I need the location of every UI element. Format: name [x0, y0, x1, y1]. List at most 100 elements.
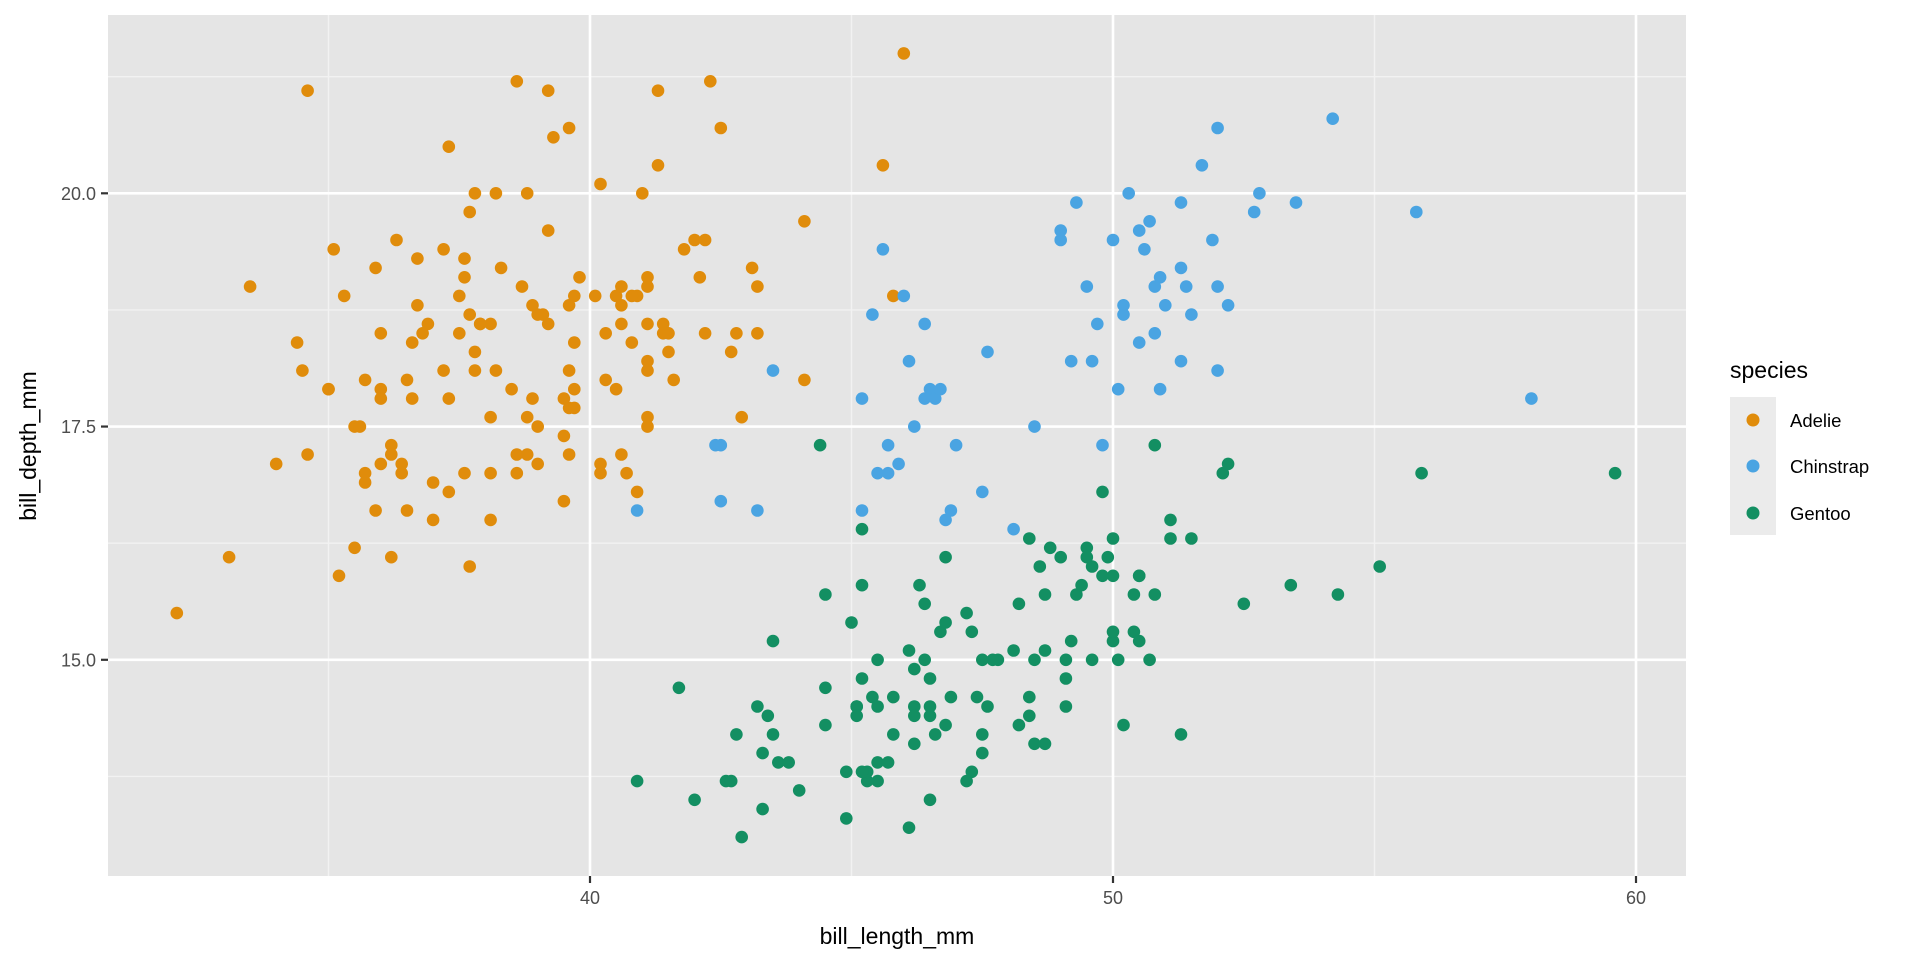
data-point	[505, 382, 518, 396]
data-point	[463, 560, 477, 573]
data-point	[1038, 644, 1052, 657]
data-point	[1059, 672, 1073, 685]
data-point	[358, 476, 372, 489]
data-point	[1075, 578, 1088, 592]
data-point	[484, 410, 497, 424]
data-point	[887, 728, 900, 741]
data-point	[468, 187, 482, 200]
data-point	[1132, 569, 1146, 583]
data-point	[405, 392, 419, 405]
data-point	[751, 700, 764, 713]
data-point	[437, 364, 450, 377]
data-point	[944, 504, 958, 517]
data-point	[698, 327, 712, 340]
x-axis-title: bill_length_mm	[820, 923, 975, 949]
data-point	[557, 392, 571, 405]
data-point	[630, 504, 644, 517]
data-point	[798, 215, 811, 228]
data-point	[484, 317, 497, 331]
data-point	[416, 327, 429, 340]
data-point	[850, 700, 863, 713]
data-point	[531, 308, 544, 321]
data-point	[1211, 280, 1224, 293]
y-tick-label: 17.5	[61, 417, 96, 437]
data-point	[751, 327, 764, 340]
series-chinstrap	[630, 112, 1538, 536]
data-point	[751, 280, 764, 293]
data-point	[369, 261, 382, 275]
data-point	[358, 373, 372, 387]
data-point	[908, 420, 921, 433]
data-point	[1132, 634, 1146, 648]
data-point	[1080, 550, 1094, 564]
data-point	[656, 317, 670, 331]
data-point	[965, 765, 979, 779]
data-point	[541, 317, 555, 331]
data-point	[730, 327, 743, 340]
data-point	[1164, 532, 1177, 545]
data-point	[1127, 588, 1141, 601]
data-point	[1111, 653, 1125, 667]
data-point	[1007, 644, 1020, 657]
data-point	[1096, 569, 1109, 583]
data-point	[1117, 718, 1130, 732]
data-point	[442, 392, 456, 405]
data-point	[1174, 728, 1188, 741]
data-point	[426, 476, 440, 489]
data-point	[855, 578, 869, 592]
data-point	[1211, 121, 1224, 135]
data-point	[902, 821, 916, 834]
data-point	[976, 485, 989, 499]
data-point	[442, 485, 456, 499]
legend-label: Adelie	[1790, 410, 1841, 431]
data-point	[1127, 625, 1141, 639]
x-tick-label: 60	[1626, 888, 1646, 908]
data-point	[442, 140, 456, 153]
data-point	[881, 756, 895, 769]
data-point	[1206, 233, 1219, 247]
data-point	[641, 317, 654, 331]
data-point	[887, 690, 900, 704]
data-point	[374, 382, 388, 396]
data-point	[609, 289, 623, 303]
data-point	[840, 765, 853, 779]
data-point	[1111, 382, 1125, 396]
data-point	[939, 616, 952, 629]
data-point	[892, 457, 905, 471]
data-point	[677, 243, 691, 256]
data-point	[913, 578, 926, 592]
data-point	[1237, 597, 1251, 611]
data-point	[641, 410, 654, 424]
data-point	[453, 289, 466, 303]
data-point	[301, 448, 314, 461]
data-point	[1331, 588, 1345, 601]
data-point	[1174, 196, 1188, 209]
data-point	[301, 84, 314, 97]
data-point	[939, 550, 952, 564]
data-point	[819, 588, 832, 601]
data-point	[369, 504, 382, 517]
data-point	[1054, 550, 1067, 564]
data-point	[243, 280, 257, 293]
data-point	[1023, 709, 1036, 723]
data-point	[1179, 280, 1193, 293]
data-point	[353, 420, 367, 433]
data-point	[510, 448, 524, 461]
data-point	[918, 317, 931, 331]
data-point	[840, 812, 853, 825]
data-point	[1326, 112, 1339, 125]
data-point	[949, 438, 963, 452]
data-point	[1284, 578, 1298, 592]
data-point	[1221, 299, 1235, 312]
data-point	[1289, 196, 1303, 209]
data-point	[939, 718, 952, 732]
data-point	[1012, 718, 1026, 732]
data-point	[568, 401, 581, 415]
data-point	[473, 317, 487, 331]
data-point	[405, 336, 419, 349]
data-point	[1007, 522, 1020, 536]
data-point	[588, 289, 602, 303]
data-point	[908, 662, 921, 676]
data-point	[1148, 327, 1162, 340]
data-point	[1070, 588, 1083, 601]
